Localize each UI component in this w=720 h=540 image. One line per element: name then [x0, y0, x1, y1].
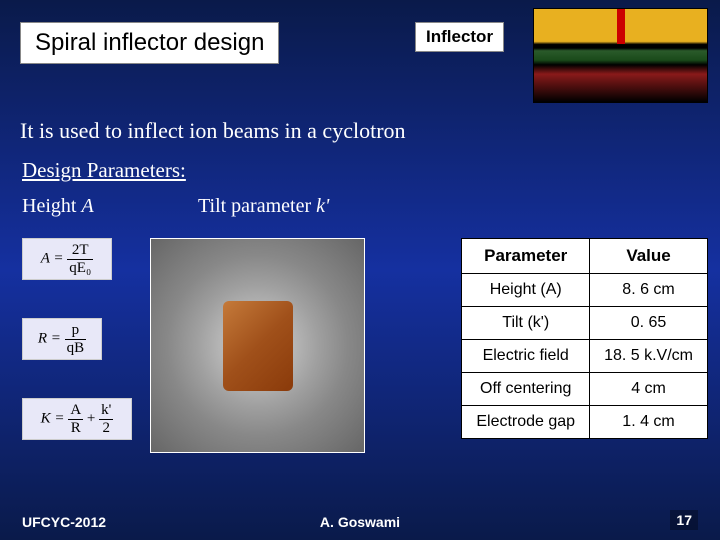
formula-r-num: p: [65, 322, 87, 340]
cell-value: 18. 5 k.V/cm: [590, 340, 708, 373]
tilt-label: Tilt parameter k': [198, 195, 329, 218]
cell-value: 0. 65: [590, 307, 708, 340]
formula-a: A = 2TqE₀: [22, 238, 112, 280]
height-prefix: Height: [22, 195, 81, 217]
formula-k-den1: R: [68, 420, 83, 437]
parameter-table: Parameter Value Height (A) 8. 6 cm Tilt …: [461, 238, 708, 439]
inflector-visual: [533, 8, 708, 103]
cell-param: Electric field: [462, 340, 590, 373]
formula-k-plus: +: [83, 410, 99, 426]
tilt-var: k': [316, 195, 329, 217]
design-params-heading: Design Parameters:: [22, 158, 186, 183]
header-value: Value: [590, 239, 708, 274]
table-row: Off centering 4 cm: [462, 373, 708, 406]
table-header-row: Parameter Value: [462, 239, 708, 274]
inflector-photo: [150, 238, 365, 453]
footer-center: A. Goswami: [320, 514, 400, 530]
formula-r: R = pqB: [22, 318, 102, 360]
formula-k: K = AR + k'2: [22, 398, 132, 440]
subtitle: It is used to inflect ion beams in a cyc…: [20, 118, 406, 144]
formula-k-num1: A: [68, 402, 83, 420]
cell-value: 4 cm: [590, 373, 708, 406]
formula-k-num2: k': [99, 402, 113, 420]
cell-param: Off centering: [462, 373, 590, 406]
cell-value: 8. 6 cm: [590, 274, 708, 307]
cell-param: Height (A): [462, 274, 590, 307]
formula-k-den2: 2: [99, 420, 113, 437]
cell-param: Tilt (k'): [462, 307, 590, 340]
height-var: A: [81, 195, 93, 217]
table-row: Tilt (k') 0. 65: [462, 307, 708, 340]
formula-a-lhs: A =: [41, 250, 68, 266]
tilt-prefix: Tilt parameter: [198, 195, 316, 217]
formula-k-lhs: K =: [41, 410, 69, 426]
height-label: Height A: [22, 195, 94, 218]
formula-a-den: qE₀: [67, 260, 93, 277]
formula-r-lhs: R =: [38, 330, 65, 346]
cell-value: 1. 4 cm: [590, 406, 708, 439]
formula-a-num: 2T: [67, 242, 93, 260]
inflector-label: Inflector: [415, 22, 504, 52]
table-row: Electrode gap 1. 4 cm: [462, 406, 708, 439]
slide-title: Spiral inflector design: [20, 22, 279, 64]
table-row: Electric field 18. 5 k.V/cm: [462, 340, 708, 373]
formula-r-den: qB: [65, 340, 87, 357]
footer-left: UFCYC-2012: [22, 514, 106, 530]
footer-page-number: 17: [670, 510, 698, 530]
cell-param: Electrode gap: [462, 406, 590, 439]
table-row: Height (A) 8. 6 cm: [462, 274, 708, 307]
header-parameter: Parameter: [462, 239, 590, 274]
